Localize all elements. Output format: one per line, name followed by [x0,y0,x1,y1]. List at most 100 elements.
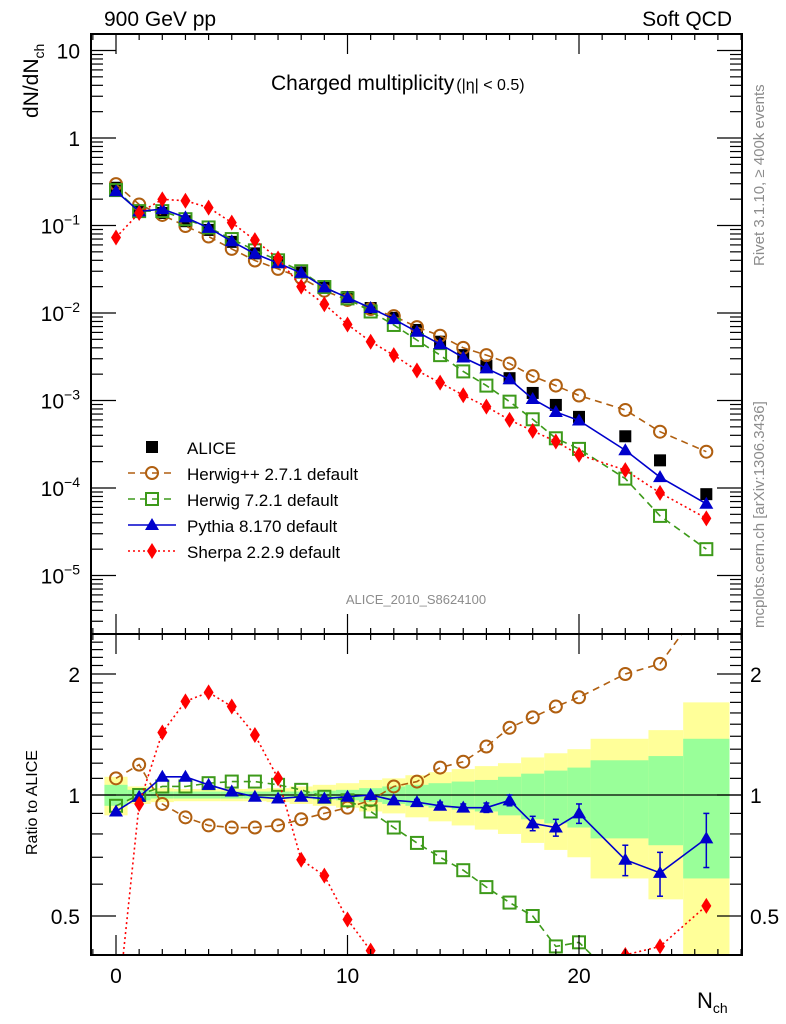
data-point [619,430,632,443]
data-point [340,290,355,303]
ratio-point [201,777,216,790]
ratio-point [271,791,286,804]
ratio-point [618,667,633,681]
data-point [226,214,237,231]
legend: ALICE Herwig++ 2.7.1 default Herwig 7.2.1 … [128,439,358,562]
ratio-point [109,771,123,786]
y-axis-label-sub: ch [31,44,47,59]
data-point [654,454,667,467]
data-point [502,356,517,371]
data-point [479,361,494,374]
band-stat [648,756,684,846]
ratio-point [109,804,123,817]
data-point [653,508,668,523]
ratio-point [525,909,540,923]
ratio-point [340,789,355,802]
ratio-point [505,981,515,997]
data-point [296,278,307,295]
ratio-point [653,656,668,671]
ratio-point [294,812,309,827]
plot-title-suffix: (|η| < 0.5) [456,77,524,94]
band-stat [474,779,498,812]
y-axis-label-main: dN/dN [20,58,43,118]
data-point [317,280,332,293]
y-tick-label-exp: −4 [64,474,80,490]
ratio-series [91,594,742,1024]
x-tick-label: 20 [567,965,590,988]
ratio-point [134,795,145,812]
ratio-point [273,770,284,787]
data-point [409,324,424,337]
ratio-line [115,634,683,829]
x-axis-label-main: N [697,988,713,1013]
ratio-y-axis-label: Ratio to ALICE [24,750,41,855]
ratio-point [271,818,286,833]
legend-marker [145,518,159,530]
ratio-line [115,780,593,955]
ratio-point [180,693,191,710]
y-tick-label: 1 [68,128,80,151]
ratio-point [525,816,540,829]
ratio-y-tick-label-right: 2 [750,664,762,687]
ratio-point [157,724,168,741]
ratio-point [479,800,494,813]
data-point [157,191,168,208]
y-tick-label: 10−4 [41,474,81,501]
plot-title-main: Charged multiplicity [271,72,455,95]
ratio-point [247,789,262,802]
ratio-point [317,791,332,804]
ratio-point [201,818,216,833]
data-point [527,422,538,439]
ratio-point [479,739,494,754]
ratio-point [409,795,424,808]
ratio-point [409,835,424,850]
main-series [109,177,714,557]
band-stat [590,760,649,839]
ratio-point [701,897,712,914]
data-point [247,246,262,259]
ratio-point [456,863,471,878]
data-point [618,443,633,456]
legend-item: Herwig 7.2.1 default [128,491,338,510]
rivet-info: Rivet 3.1.10, ≥ 400k events [751,84,768,266]
data-point [111,229,121,246]
data-point [456,364,471,379]
ratio-point [224,784,239,797]
plot-title: Charged multiplicity (|η| < 0.5) [271,72,525,95]
ratio-point [456,754,471,769]
legend-item: Herwig++ 2.7.1 default [128,465,358,484]
ratio-point [548,820,563,833]
mcplots-credit: mcplots.cern.ch [arXiv:1306.3436] [751,401,768,628]
ratio-point [700,594,712,606]
data-point [433,348,448,363]
ratio-point [132,789,147,802]
ratio-point [178,810,193,825]
y-tick-label: 10−3 [41,387,81,414]
data-point [699,496,714,509]
axes [90,33,743,956]
ratio-point [111,1016,121,1024]
y-axis-label: dN/dNch [20,44,47,118]
ratio-point [226,698,237,715]
ratio-point [433,850,448,865]
legend-label: ALICE [187,439,236,458]
data-point [653,470,668,483]
band-stat [567,767,591,828]
ratio-point [247,820,262,835]
y-tick-label: 10−1 [41,212,81,239]
y-tick-label-base: 10 [57,41,80,64]
data-point [548,404,563,417]
ratio-y-tick-label-right: 0.5 [750,906,779,929]
data-point [134,204,145,221]
data-point [479,378,494,393]
ratio-point [653,865,668,878]
data-point [504,411,515,428]
ratio-point [572,690,586,705]
ratio-point [363,804,378,819]
ratio-point [294,789,309,802]
legend-marker [145,466,159,480]
ratio-point [433,760,448,775]
ratio-point [178,769,193,782]
ratio-point [551,956,561,972]
